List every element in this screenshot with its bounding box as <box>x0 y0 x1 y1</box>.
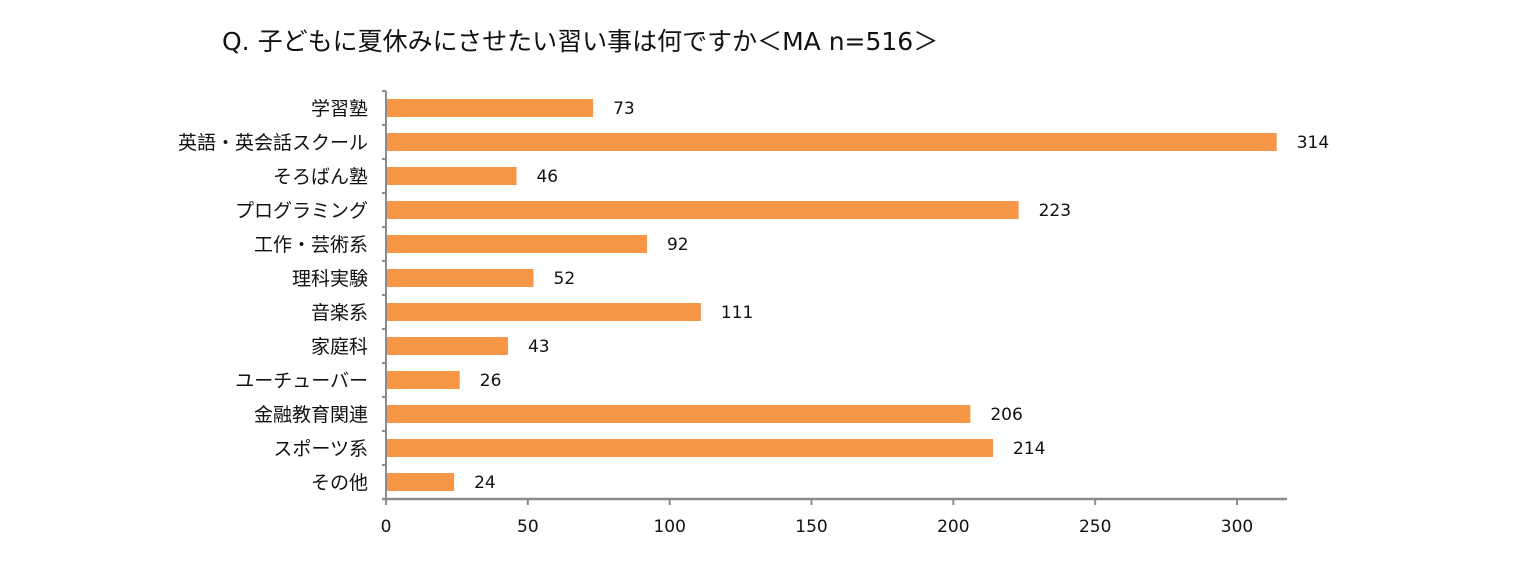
x-tick-label: 100 <box>653 517 685 537</box>
category-label: 学習塾 <box>311 98 368 120</box>
category-label: 英語・英会話スクール <box>178 132 368 154</box>
category-label: 音楽系 <box>311 302 368 324</box>
data-label: 43 <box>528 337 550 357</box>
bar <box>386 167 517 185</box>
bar <box>386 405 971 423</box>
data-label: 214 <box>1013 439 1045 459</box>
bar <box>386 133 1277 151</box>
data-label: 223 <box>1039 201 1071 221</box>
bar <box>386 371 460 389</box>
data-label: 24 <box>474 473 496 493</box>
data-label: 111 <box>721 303 753 323</box>
data-label: 52 <box>554 269 576 289</box>
data-label: 26 <box>480 371 502 391</box>
bar <box>386 439 994 457</box>
bar <box>386 201 1019 219</box>
category-label: 金融教育関連 <box>254 404 368 426</box>
chart-title: Q. 子どもに夏休みにさせたい習い事は何ですか＜MA n=516＞ <box>222 27 939 56</box>
data-label: 206 <box>990 405 1022 425</box>
category-label: ユーチューバー <box>235 370 368 392</box>
bar <box>386 99 594 117</box>
category-label: その他 <box>311 472 368 494</box>
data-label: 73 <box>613 99 635 119</box>
bar <box>386 337 508 355</box>
category-label: プログラミング <box>235 200 368 222</box>
data-label: 46 <box>536 167 558 187</box>
x-tick-label: 0 <box>381 517 392 537</box>
bar <box>386 473 455 491</box>
bar <box>386 303 701 321</box>
category-label: スポーツ系 <box>273 438 368 460</box>
category-label: 家庭科 <box>311 336 368 358</box>
data-label: 314 <box>1297 133 1329 153</box>
x-tick-label: 200 <box>937 517 969 537</box>
data-label: 92 <box>667 235 689 255</box>
x-tick-label: 300 <box>1221 517 1253 537</box>
category-label: そろばん塾 <box>273 166 368 188</box>
x-tick-label: 250 <box>1079 517 1111 537</box>
category-label: 工作・芸術系 <box>254 234 368 256</box>
x-tick-label: 150 <box>795 517 827 537</box>
bar <box>386 235 647 253</box>
bar <box>386 269 534 287</box>
category-label: 理科実験 <box>292 268 368 290</box>
x-tick-label: 50 <box>517 517 539 537</box>
